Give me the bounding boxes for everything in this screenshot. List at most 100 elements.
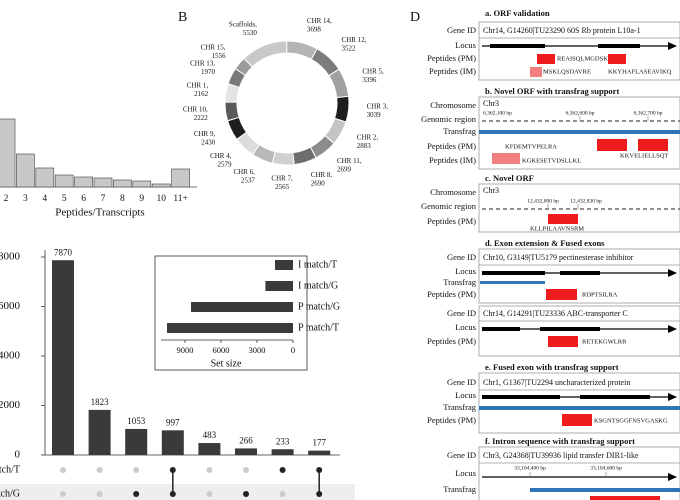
matrix-dot <box>133 491 140 497</box>
exon <box>482 271 545 275</box>
segment-value: 3039 <box>367 111 382 119</box>
section-box <box>478 21 680 81</box>
x-tick-label: 6 <box>81 194 86 204</box>
segment-value: 3698 <box>307 26 322 34</box>
row-label: Peptides (PM) <box>427 415 476 425</box>
peptide-seq: KSGNTSGGFNSVGASKG <box>594 417 668 424</box>
matrix-dot <box>206 491 213 497</box>
peptide-seq: MSKLQSDAVRE <box>543 68 591 75</box>
gene-id: Chr1, G1367|TU2294 uncharacterized prote… <box>483 378 630 387</box>
x-tick-label: 3000 <box>249 345 266 355</box>
donut-segment <box>271 150 295 166</box>
y-tick-label: 6000 <box>0 300 21 312</box>
bar <box>167 323 293 333</box>
bar <box>88 409 111 455</box>
row-label: Transfrag <box>443 402 476 412</box>
row-label: Peptides (PM) <box>427 141 476 151</box>
donut-segment <box>224 101 240 122</box>
y-tick-label: 0 <box>15 449 21 461</box>
section-title: c. Novel ORF <box>485 173 534 183</box>
row-label: Peptides (PM) <box>427 336 476 346</box>
peptide-seq: REAISQLMGDSKEKN <box>557 55 622 62</box>
bar <box>235 448 257 455</box>
matrix-dot <box>316 467 323 473</box>
bar-label: P match/G <box>298 301 340 312</box>
segment-label: CHR 12, <box>342 36 367 44</box>
value-label: 233 <box>276 436 290 446</box>
y-tick-label: 4000 <box>0 350 21 362</box>
segment-label: CHR 6, <box>233 168 255 176</box>
segment-label: CHR 5, <box>362 68 384 76</box>
row-label: Gene ID <box>447 377 476 387</box>
peptide-seq: KFDEMTVPELRA <box>505 143 557 150</box>
value-label: 266 <box>239 435 253 445</box>
bar <box>171 168 190 188</box>
coordinate: 33,104,400 bp <box>514 465 546 471</box>
bar <box>275 260 293 270</box>
segment-label: CHR 13, <box>190 60 215 68</box>
inset-frame <box>154 255 308 371</box>
peptide <box>608 54 626 64</box>
section-box <box>478 183 680 233</box>
x-tick-label: 0 <box>291 345 295 355</box>
bar <box>16 153 35 188</box>
row-label: Chromosome <box>430 100 476 110</box>
transfrag <box>479 406 680 410</box>
bar <box>191 302 293 312</box>
donut-segment <box>333 95 350 123</box>
segment-value: 3522 <box>342 45 357 53</box>
x-axis-label: Peptides/Transcripts <box>55 207 144 219</box>
value-label: 483 <box>203 430 217 440</box>
bar <box>151 183 171 188</box>
segment-label: CHR 14, <box>307 17 332 25</box>
row-label: Gene ID <box>447 252 476 262</box>
bar <box>271 449 294 455</box>
peptide <box>492 153 520 164</box>
peptide <box>638 139 668 151</box>
matrix-dot <box>243 491 249 497</box>
row-label: Peptides (IM) <box>429 155 476 165</box>
x-tick-label: 3 <box>23 194 28 204</box>
peptide-seq: KKYHAFLASEAVIKQ <box>608 68 672 75</box>
row-label: Genomic region <box>421 201 477 211</box>
exon <box>540 327 600 331</box>
matrix-dot <box>96 467 103 473</box>
segment-value: 2565 <box>275 183 290 191</box>
arrow <box>668 42 677 50</box>
gene-id: Chr10, G3149|TU5179 pectinesterase inhib… <box>483 253 634 262</box>
arrow <box>668 325 677 333</box>
donut-segment <box>234 57 253 76</box>
peptide <box>546 289 577 300</box>
panel-label: D <box>410 10 420 25</box>
segment-label: CHR 2, <box>357 134 379 142</box>
value-label: 7870 <box>54 247 73 257</box>
row-label: Locus <box>455 322 476 332</box>
segment-label: CHR 4, <box>210 152 232 160</box>
matrix-dot <box>96 491 103 497</box>
peptide-seq: RDPTSILRA <box>582 291 618 298</box>
segment-value: 2162 <box>194 90 209 98</box>
x-tick-label: 7 <box>101 194 106 204</box>
exon <box>482 327 520 331</box>
segment-value: 3396 <box>362 76 377 84</box>
chromosome: Chr3 <box>483 186 499 195</box>
segment-label: CHR 9, <box>194 130 216 138</box>
peptide-seq: RETEKGWLRR <box>582 338 627 345</box>
row-label: Peptides (PM) <box>427 53 476 63</box>
x-tick-label: 4 <box>42 194 47 204</box>
chromosome: Chr3 <box>483 99 499 108</box>
segment-label: CHR 11, <box>337 157 362 165</box>
x-tick-label: 8 <box>120 194 125 204</box>
segment-label: CHR 1, <box>187 81 209 89</box>
bar-label: I match/G <box>298 280 338 291</box>
gene-id: Chr14, G14260|TU23290 60S Rb protein L10… <box>483 26 641 35</box>
set-label: I match/T <box>0 464 20 475</box>
row-label: Peptides (PM) <box>427 289 476 299</box>
segment-label: CHR 8, <box>311 171 333 179</box>
peptide <box>562 414 592 426</box>
transfrag <box>479 130 680 134</box>
row-label: Chromosome <box>430 187 476 197</box>
exon <box>560 271 600 275</box>
segment-value: 1970 <box>201 68 216 76</box>
